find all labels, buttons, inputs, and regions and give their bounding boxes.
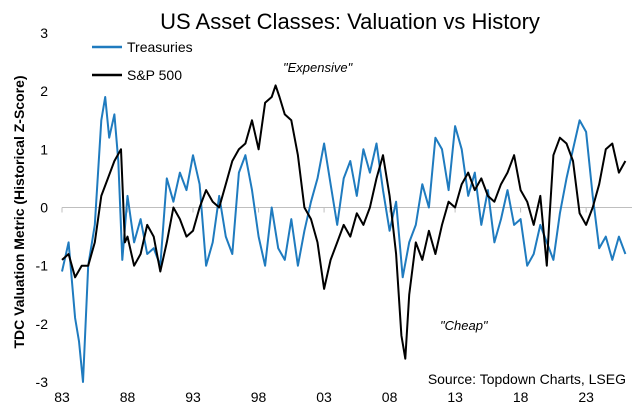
legend-label-treasuries: Treasuries [127,39,193,55]
y-tick-label: 0 [40,200,48,216]
legend-label-sp500: S&P 500 [127,67,182,83]
y-tick-label: -3 [36,374,49,390]
annotation-cheap: "Cheap" [440,318,489,333]
x-tick-label: 88 [120,389,136,405]
legend: Treasuries S&P 500 [92,39,193,83]
x-tick-label: 93 [185,389,201,405]
y-tick-label: 2 [40,83,48,99]
source-note: Source: Topdown Charts, LSEG [428,371,626,387]
chart-title: US Asset Classes: Valuation vs History [160,9,540,34]
x-tick-label: 13 [447,389,463,405]
x-tick-label: 98 [251,389,267,405]
y-tick-label: -2 [36,316,49,332]
y-tick-label: 1 [40,141,48,157]
series-layer [61,84,627,383]
x-tick-label: 18 [513,389,529,405]
x-tick-label: 08 [382,389,398,405]
x-axis: 83 88 93 98 03 08 13 18 23 [54,207,632,405]
x-tick-label: 03 [316,389,332,405]
y-tick-label: 3 [40,25,48,41]
x-tick-label: 83 [54,389,70,405]
series-line-treasuries [61,96,627,383]
annotation-expensive: "Expensive" [283,60,354,75]
x-tick-label: 23 [578,389,594,405]
y-axis-ticks: -3 -2 -1 0 1 2 3 [36,25,49,390]
series-line-sp500 [61,84,627,360]
y-axis-label: TDC Valuation Metric (Historical Z-Score… [11,75,27,348]
y-tick-label: -1 [36,258,49,274]
